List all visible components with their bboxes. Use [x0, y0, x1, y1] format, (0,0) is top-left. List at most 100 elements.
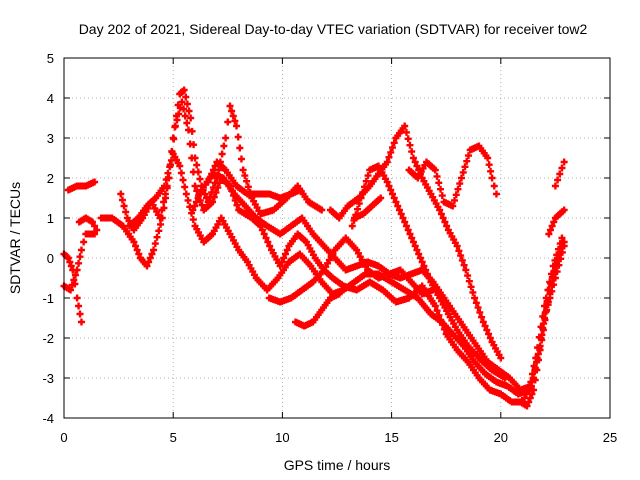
- data-point: [556, 240, 564, 248]
- data-point: [540, 320, 548, 328]
- data-point: [456, 180, 464, 188]
- data-point: [487, 167, 495, 175]
- data-point: [243, 177, 251, 185]
- y-tick-label: -1: [42, 291, 54, 306]
- data-point: [204, 178, 212, 186]
- data-point: [422, 266, 430, 274]
- data-point: [554, 176, 562, 184]
- y-tick-label: -2: [42, 331, 54, 346]
- data-point: [75, 259, 83, 267]
- x-tick-label: 25: [603, 430, 617, 445]
- data-point: [408, 234, 416, 242]
- data-point: [460, 261, 468, 269]
- data-point: [483, 326, 491, 334]
- data-point: [258, 226, 266, 234]
- data-point: [88, 218, 96, 226]
- data-point: [224, 118, 232, 126]
- data-point: [390, 139, 398, 147]
- y-tick-label: 2: [47, 171, 54, 186]
- x-tick-label: 15: [384, 430, 398, 445]
- data-point: [404, 135, 412, 143]
- data-point: [558, 234, 566, 242]
- data-point: [185, 107, 193, 115]
- data-point: [433, 172, 441, 180]
- data-point: [399, 214, 407, 222]
- data-point: [526, 394, 534, 402]
- data-point: [359, 188, 367, 196]
- data-point: [155, 227, 163, 235]
- data-point: [176, 162, 184, 170]
- data-point: [416, 254, 424, 262]
- data-point: [544, 298, 552, 306]
- data-point: [551, 268, 559, 276]
- data-point: [534, 350, 542, 358]
- data-point: [409, 154, 417, 162]
- data-point: [402, 222, 410, 230]
- data-point: [76, 310, 84, 318]
- data-point: [183, 100, 191, 108]
- data-point: [143, 262, 151, 270]
- data-point: [527, 382, 535, 390]
- data-point: [66, 258, 74, 266]
- data-point: [160, 198, 168, 206]
- data-point: [73, 294, 81, 302]
- y-tick-label: 0: [47, 251, 54, 266]
- data-point: [459, 168, 467, 176]
- data-point: [276, 262, 284, 270]
- data-point: [388, 190, 396, 198]
- data-point: [77, 318, 85, 326]
- data-point: [234, 133, 242, 141]
- data-point: [546, 226, 554, 234]
- data-point: [560, 238, 568, 246]
- data-point: [420, 262, 428, 270]
- data-point: [383, 158, 391, 166]
- data-point: [406, 141, 414, 149]
- y-tick-label: 1: [47, 211, 54, 226]
- data-point: [214, 184, 222, 192]
- data-point: [431, 302, 439, 310]
- data-point: [132, 242, 140, 250]
- data-point: [233, 201, 241, 209]
- series-trace-q: [545, 206, 568, 238]
- data-point: [179, 176, 187, 184]
- data-point: [394, 202, 402, 210]
- data-point: [222, 134, 230, 142]
- data-point: [130, 238, 138, 246]
- data-point: [354, 205, 362, 213]
- data-point: [239, 166, 247, 174]
- data-point: [181, 112, 189, 120]
- x-tick-label: 20: [494, 430, 508, 445]
- y-tick-label: 3: [47, 131, 54, 146]
- data-point: [231, 117, 239, 125]
- data-point: [548, 222, 556, 230]
- data-point: [362, 177, 370, 185]
- data-point: [151, 240, 159, 248]
- data-point: [541, 316, 549, 324]
- data-point: [209, 166, 217, 174]
- data-point: [467, 283, 475, 291]
- data-point: [404, 226, 412, 234]
- data-point: [160, 182, 168, 190]
- data-point: [67, 262, 75, 270]
- y-axis-label: SDTVAR / TECUs: [7, 182, 23, 294]
- data-layer: [60, 86, 568, 410]
- data-point: [156, 214, 164, 222]
- data-point: [80, 238, 88, 246]
- data-point: [135, 250, 143, 258]
- data-point: [485, 330, 493, 338]
- data-point: [387, 148, 395, 156]
- data-point: [244, 183, 252, 191]
- data-point: [377, 194, 385, 202]
- data-point: [153, 233, 161, 241]
- data-point: [383, 178, 391, 186]
- data-point: [117, 190, 125, 198]
- data-point: [497, 354, 505, 362]
- data-point: [390, 194, 398, 202]
- data-point: [212, 188, 220, 196]
- data-point: [180, 86, 188, 94]
- data-point: [385, 153, 393, 161]
- data-point: [361, 183, 369, 191]
- data-point: [193, 161, 201, 169]
- series-trace-l: [326, 122, 505, 362]
- data-point: [474, 304, 482, 312]
